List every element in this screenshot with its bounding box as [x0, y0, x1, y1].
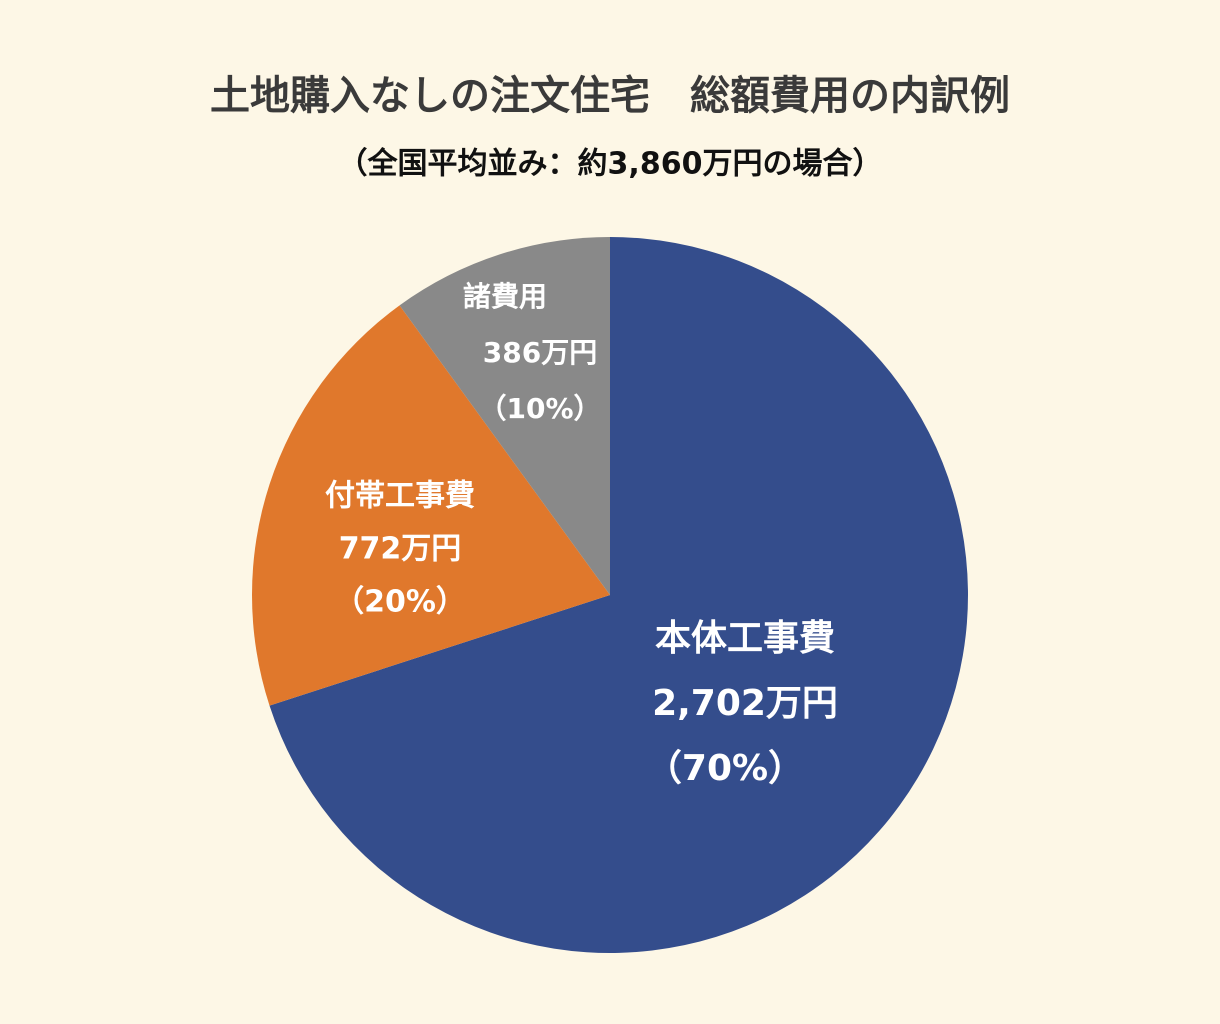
chart-subtitle: （全国平均並み：約3,860万円の場合）	[338, 147, 883, 182]
pie-slice	[269, 237, 969, 953]
slice-label: 本体工事費	[655, 618, 835, 659]
pie-slice	[251, 305, 610, 706]
slice-label: 386万円	[483, 336, 597, 369]
pie-slice	[399, 237, 610, 595]
slice-label: 772万円	[339, 532, 462, 567]
slice-label: （20%）	[334, 585, 466, 620]
slice-label: 付帯工事費	[325, 479, 475, 514]
slice-label: （10%）	[478, 392, 601, 425]
slice-label: 諸費用	[463, 280, 547, 313]
slice-label: 2,702万円	[652, 683, 838, 724]
chart-title: 土地購入なしの注文住宅 総額費用の内訳例	[210, 73, 1010, 119]
slice-label: （70%）	[646, 748, 804, 789]
